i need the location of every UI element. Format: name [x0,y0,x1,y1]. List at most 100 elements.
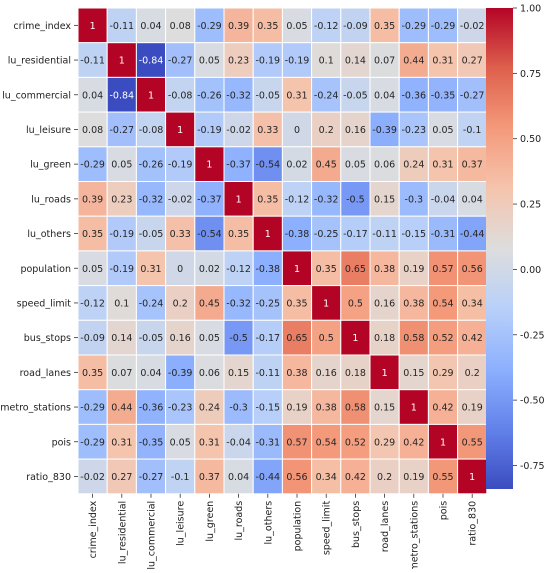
colorbar-gradient [486,8,513,489]
cell-value-label: 0.16 [316,368,337,379]
cell-value-label: -0.12 [80,298,105,309]
cell-value-label: 0.54 [316,437,337,448]
heatmap-cell [106,354,137,391]
cell-value-label: 0.55 [432,472,453,483]
heatmap-cell [223,250,254,287]
cell-value-label: -0.29 [402,21,427,32]
heatmap-cell [252,215,283,252]
cell-value-label: 0.42 [345,472,366,483]
cell-value-label: -0.19 [285,56,310,67]
cell-value-label: 0.52 [432,333,453,344]
heatmap-cell [457,215,488,252]
heatmap-cell [194,181,225,217]
heatmap-cell [281,42,313,78]
cell-value-label: 1 [440,437,446,448]
cell-value-label: 0.04 [374,90,395,101]
cell-value-label: 0.44 [111,403,132,414]
cell-value-label: -0.08 [139,125,164,136]
cell-value-label: -0.29 [80,403,105,414]
heatmap-cell [457,389,488,425]
cell-value-label: 0.55 [462,437,483,448]
heatmap-cell [311,111,342,148]
heatmap-cell [135,215,167,252]
colorbar-tick-label: -0.50 [520,396,545,407]
cell-value-label: -0.11 [80,56,105,67]
cell-value-label: -0.54 [256,160,281,171]
cell-value-label: 0.65 [345,264,366,275]
cell-value-label: -0.05 [256,90,281,101]
cell-value-label: -0.29 [431,21,456,32]
cell-value-label: 0.18 [374,333,395,344]
heatmap-cell [369,354,400,391]
cell-value-label: 1 [352,333,358,344]
x-tick-label: lu_roads [234,501,245,541]
cell-value-label: -0.54 [197,229,222,240]
cell-value-label: -0.84 [139,56,164,67]
cell-value-label: 0.5 [319,333,334,344]
cell-value-label: 0.65 [286,333,307,344]
cell-value-label: 0.05 [199,333,220,344]
heatmap-cell [165,215,196,252]
y-tick-label: lu_leisure [26,125,71,136]
cell-value-label: 0.24 [403,160,424,171]
colorbar-tick-label: -0.75 [520,461,545,472]
heatmap-cell [194,319,225,356]
cell-value-label: -0.17 [256,333,281,344]
heatmap-cell [252,458,283,495]
cell-value-label: 0.2 [377,472,392,483]
cell-value-label: 0.16 [374,298,395,309]
cell-value-label: -0.36 [402,90,427,101]
cell-value-label: 0.31 [140,264,161,275]
cell-value-label: -0.32 [226,90,251,101]
cell-value-label: -0.31 [431,229,456,240]
heatmap-cell [340,285,371,321]
cell-value-label: -0.04 [431,194,456,205]
cell-value-label: -0.44 [460,229,485,240]
heatmap-cell [398,458,429,495]
cell-value-label: -0.11 [256,368,281,379]
heatmap-cell [252,181,283,217]
cell-value-label: 0.19 [462,403,483,414]
heatmap-cell [311,181,342,217]
colorbar-tick-label: 0.75 [520,69,541,80]
cell-value-label: 0.31 [111,437,132,448]
cell-value-label: 0.04 [140,21,161,32]
cell-value-label: -0.1 [171,472,190,483]
cell-value-label: 0 [294,125,300,136]
cell-value-label: 0.35 [82,368,103,379]
cell-value-label: 0.34 [462,298,483,309]
x-tick-label: road_lanes [380,501,391,552]
cell-value-label: -0.35 [431,90,456,101]
colorbar-tick-label: -0.25 [520,330,545,341]
cell-value-label: 0.38 [286,368,307,379]
heatmap-cell [427,423,459,460]
cell-value-label: 0.14 [345,56,366,67]
cell-value-label: -0.17 [343,229,368,240]
cell-value-label: -0.3 [405,194,424,205]
heatmap-cell [252,250,283,287]
heatmap-cell [106,7,137,44]
heatmap-cell [457,76,488,113]
cell-value-label: 0.38 [316,403,337,414]
x-tick-label: crime_index [88,500,99,558]
cell-value-label: -0.32 [314,194,339,205]
cell-value-label: 0.35 [316,264,337,275]
heatmap-cell [427,42,459,78]
heatmap-cell [281,319,313,356]
cell-value-label: 0.29 [432,368,453,379]
cell-value-label: 0.15 [403,368,424,379]
heatmap-cell [427,458,459,495]
heatmap-cell [281,423,313,460]
cell-value-label: 0.05 [82,264,103,275]
heatmap-cells [77,7,488,495]
heatmap-cell [281,354,313,391]
cell-value-label: 0.04 [140,368,161,379]
cell-value-label: 0.42 [403,437,424,448]
cell-value-label: -0.3 [229,403,248,414]
heatmap-cell [135,181,167,217]
y-tick-label: lu_residential [8,56,71,67]
heatmap-cell [398,146,429,183]
cell-value-label: -0.5 [346,194,365,205]
colorbar-tick-label: 1.00 [520,4,541,15]
heatmap-cell [281,7,313,44]
